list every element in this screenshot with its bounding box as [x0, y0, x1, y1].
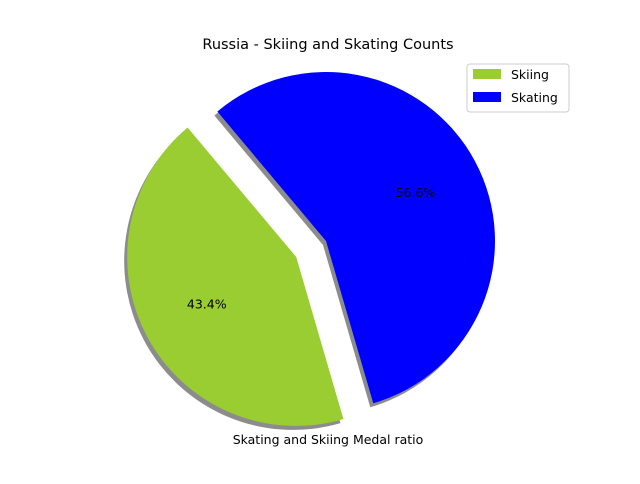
pie-slice-label-skating: 56.6% — [396, 185, 436, 200]
x-axis-label: Skating and Skiing Medal ratio — [233, 432, 424, 447]
chart-title: Russia - Skiing and Skating Counts — [202, 37, 453, 53]
pie-slice-label-skiing: 43.4% — [187, 297, 227, 312]
legend-label-skiing: Skiing — [511, 67, 549, 82]
pie-label-layer: 43.4% 56.6% — [187, 185, 436, 312]
pie-slice-layer — [127, 72, 495, 426]
legend-swatch-skiing — [473, 69, 501, 79]
legend-label-skating: Skating — [511, 90, 558, 105]
pie-slice-skating — [217, 72, 495, 404]
legend: Skiing Skating — [466, 63, 570, 113]
pie-slice-skiing — [127, 127, 344, 426]
legend-swatch-skating — [473, 92, 501, 102]
